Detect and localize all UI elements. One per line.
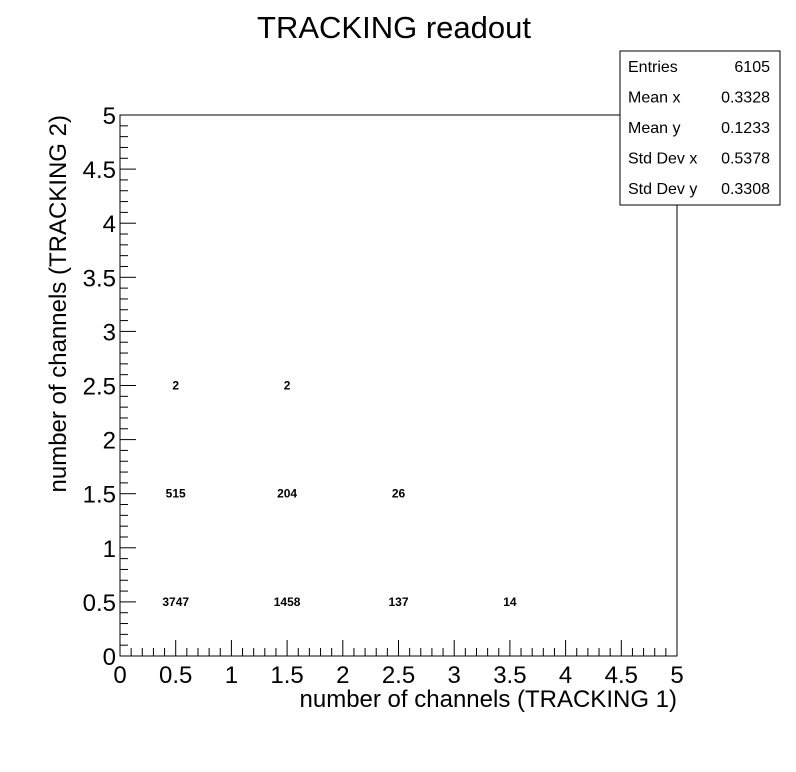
stats-label: Mean y [628, 120, 680, 137]
y-axis-tick-labels: 0 0.5 1 1.5 2 2.5 3 3.5 4 4.5 5 [83, 103, 116, 671]
x-tick-label: 2 [336, 662, 349, 689]
y-tick-label: 1.5 [83, 482, 116, 509]
stats-value: 0.5378 [721, 151, 770, 168]
bin-count-label: 204 [277, 487, 297, 501]
stats-label: Mean x [628, 90, 680, 107]
y-tick-label: 3.5 [83, 265, 116, 292]
x-axis-label: number of channels (TRACKING 1) [300, 686, 677, 713]
bin-count-label: 2 [172, 379, 179, 393]
y-tick-label: 2.5 [83, 374, 116, 401]
y-tick-label: 4.5 [83, 157, 116, 184]
y-tick-label: 0 [103, 644, 116, 671]
x-tick-label: 1 [225, 662, 238, 689]
y-tick-label: 1 [103, 536, 116, 563]
stats-value: 0.1233 [721, 120, 770, 137]
y-tick-label: 0.5 [83, 590, 116, 617]
stats-value: 6105 [734, 59, 770, 76]
stats-value: 0.3328 [721, 90, 770, 107]
x-axis-tick-labels: 0 0.5 1 1.5 2 2.5 3 3.5 4 4.5 5 [113, 662, 683, 689]
stats-label: Entries [628, 59, 678, 76]
stats-label: Std Dev y [628, 181, 697, 198]
x-tick-label: 4 [559, 662, 572, 689]
bin-count-label: 2 [284, 379, 291, 393]
bin-content-labels: 3747 1458 137 14 515 204 26 2 2 [162, 379, 517, 609]
plot-frame [119, 114, 678, 657]
bin-count-label: 1458 [274, 595, 301, 609]
bin-count-label: 3747 [162, 595, 189, 609]
x-tick-label: 3.5 [493, 662, 526, 689]
y-axis-ticks [120, 114, 136, 657]
y-tick-label: 2 [103, 428, 116, 455]
bin-count-label: 515 [166, 487, 186, 501]
x-tick-label: 0 [113, 662, 126, 689]
y-axis-label: number of channels (TRACKING 2) [45, 115, 72, 492]
y-tick-label: 5 [103, 103, 116, 130]
bin-count-label: 26 [392, 487, 406, 501]
x-tick-label: 4.5 [605, 662, 638, 689]
x-axis-ticks [119, 640, 678, 656]
stats-value: 0.3308 [721, 181, 770, 198]
x-tick-label: 1.5 [270, 662, 303, 689]
bin-count-label: 14 [503, 595, 517, 609]
chart-title: TRACKING readout [257, 10, 531, 45]
bin-count-label: 137 [388, 595, 408, 609]
stats-label: Std Dev x [628, 151, 697, 168]
y-tick-label: 4 [103, 211, 116, 238]
x-tick-label: 5 [670, 662, 683, 689]
stats-box: Entries 6105 Mean x 0.3328 Mean y 0.1233 Std D… [619, 50, 781, 206]
stats-box-frame [619, 50, 781, 206]
x-tick-label: 3 [448, 662, 461, 689]
y-tick-label: 3 [103, 319, 116, 346]
x-tick-label: 0.5 [159, 662, 192, 689]
x-tick-label: 2.5 [382, 662, 415, 689]
